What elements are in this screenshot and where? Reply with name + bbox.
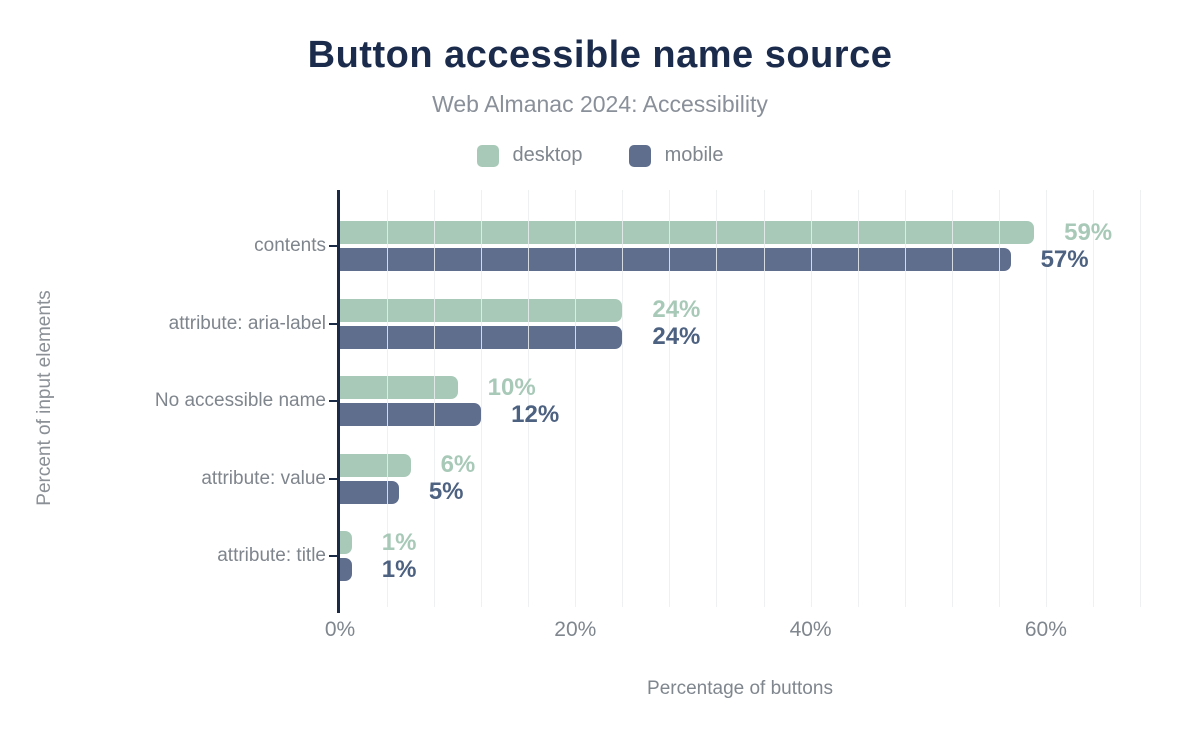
gridline bbox=[575, 190, 577, 607]
chart-title: Button accessible name source bbox=[307, 34, 893, 76]
gridline bbox=[1092, 190, 1094, 607]
x-tick-label: 40% bbox=[789, 618, 832, 641]
value-label-desktop: 10% bbox=[487, 373, 536, 401]
x-tick-label: 20% bbox=[554, 618, 597, 641]
category-tick bbox=[329, 245, 337, 247]
category-tick bbox=[329, 477, 337, 480]
category-label: contents bbox=[254, 235, 326, 256]
gridline bbox=[810, 190, 812, 607]
value-label-desktop: 6% bbox=[440, 451, 476, 478]
gridline bbox=[951, 190, 953, 607]
category-tick bbox=[329, 400, 337, 402]
value-label-mobile: 12% bbox=[511, 400, 560, 428]
category-label: No accessible name bbox=[154, 390, 326, 411]
category-tick bbox=[329, 555, 337, 557]
legend-label: mobile bbox=[664, 144, 724, 166]
legend-swatch-icon bbox=[476, 144, 499, 167]
value-label-mobile: 1% bbox=[381, 555, 417, 583]
x-tick-label: 0% bbox=[324, 618, 356, 641]
plot-area: contents 59% 57% attribute: aria-label 24% 24… bbox=[155, 190, 1141, 613]
legend-item-mobile: mobile bbox=[628, 144, 724, 167]
value-label-desktop: 1% bbox=[381, 528, 417, 556]
value-label-mobile: 24% bbox=[652, 323, 701, 350]
legend-item-desktop: desktop bbox=[476, 144, 583, 167]
gridline bbox=[528, 190, 530, 607]
bar-desktop bbox=[340, 453, 411, 477]
value-label-mobile: 5% bbox=[428, 478, 464, 505]
chart-subtitle: Web Almanac 2024: Accessibility bbox=[432, 91, 768, 117]
gridline bbox=[716, 190, 718, 607]
bar-desktop bbox=[340, 376, 458, 399]
y-axis-title: Percent of input elements bbox=[34, 290, 55, 506]
gridline bbox=[763, 190, 765, 607]
gridline bbox=[1140, 190, 1141, 607]
category-label: attribute: aria-label bbox=[168, 312, 326, 334]
value-label-desktop: 24% bbox=[652, 296, 701, 323]
category-label: attribute: value bbox=[201, 467, 326, 489]
value-label-desktop: 59% bbox=[1064, 218, 1113, 246]
gridline bbox=[481, 190, 483, 607]
gridline bbox=[998, 190, 1000, 607]
x-axis-title: Percentage of buttons bbox=[647, 678, 833, 699]
gridline bbox=[669, 190, 671, 607]
bar-desktop bbox=[340, 221, 1035, 244]
gridline bbox=[387, 190, 389, 607]
bar-mobile bbox=[340, 558, 352, 581]
x-tick-label: 60% bbox=[1024, 618, 1067, 641]
category-label: attribute: title bbox=[217, 545, 326, 566]
bar-mobile bbox=[340, 480, 399, 504]
y-axis-line bbox=[337, 190, 340, 613]
gridline bbox=[1045, 190, 1047, 607]
category-tick bbox=[329, 322, 337, 325]
bar-mobile bbox=[340, 248, 1011, 271]
legend-swatch-icon bbox=[628, 144, 651, 167]
gridline bbox=[622, 190, 624, 607]
gridline bbox=[857, 190, 859, 607]
gridline bbox=[904, 190, 906, 607]
value-label-mobile: 57% bbox=[1040, 245, 1089, 273]
legend: desktop mobile bbox=[0, 144, 1200, 167]
bar-mobile bbox=[340, 403, 482, 426]
bar-desktop bbox=[340, 531, 352, 554]
gridline bbox=[434, 190, 436, 607]
legend-label: desktop bbox=[512, 144, 583, 166]
